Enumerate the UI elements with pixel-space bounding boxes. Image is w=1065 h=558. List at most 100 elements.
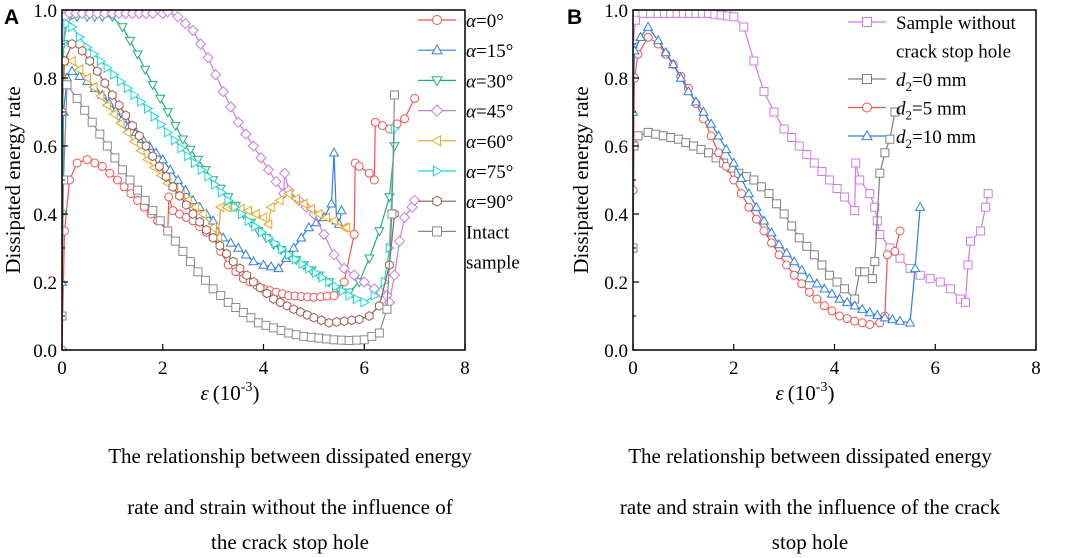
panel-a-data-point [208, 232, 218, 243]
panel-a-data-point [193, 267, 203, 277]
panel-a-data-point [97, 161, 107, 171]
panel-a-y-tick-label: 0.4 [33, 205, 57, 226]
panel-b-data-point [789, 270, 799, 280]
panel-b-data-point [966, 236, 976, 246]
panel-a-data-point [143, 103, 154, 114]
panel-a-data-point [291, 254, 302, 265]
panel-a-data-point [328, 249, 340, 261]
panel-b-data-point [787, 221, 797, 231]
panel-a-data-point [296, 307, 305, 318]
panel-a-data-point [170, 236, 180, 246]
panel-a-data-point [95, 129, 105, 139]
panel-a-data-point [68, 21, 78, 33]
panel-b-data-point [885, 134, 895, 144]
panel-b-data-point [690, 96, 702, 106]
panel-a-x-axis-label: ε (10-3) [201, 380, 260, 405]
panel-b-data-point [887, 313, 898, 324]
panel-b-legend-item: d2=10 mm [848, 127, 976, 151]
panel-a-y-tick-label: 0.6 [33, 137, 57, 158]
panel-a-data-point [262, 164, 275, 176]
panel-a-data-point [298, 258, 308, 270]
panel-a-y-tick-label: 0.2 [33, 273, 57, 294]
panel-a-data-point [162, 108, 174, 118]
panel-b-x-tick-label: 8 [1031, 358, 1041, 379]
panel-b-legend-marker [862, 102, 872, 113]
panel-a-legend-marker [431, 76, 443, 87]
panel-a-data-point [115, 118, 125, 129]
panel-a-data-point [348, 269, 360, 281]
panel-b-data-point [779, 209, 789, 219]
panel-a-data-point [336, 204, 347, 215]
panel-a-data-point [100, 78, 110, 89]
panel-b-data-point [819, 301, 829, 311]
panel-a-data-point [184, 150, 194, 162]
panel-a-data-point [305, 263, 315, 274]
panel-b-data-point [759, 226, 769, 236]
panel-a-data-point [328, 147, 340, 157]
panel-b-data-point [756, 182, 766, 192]
panel-a-data-point [96, 55, 107, 67]
panel-a-data-point [185, 257, 195, 267]
panel-a-data-point [212, 232, 222, 244]
panel-a-data-point [132, 50, 143, 60]
panel-a-data-point [150, 111, 160, 122]
panel-b-data-point [766, 227, 777, 237]
panel-a-data-point [282, 300, 292, 311]
panel-a-data-point [121, 127, 132, 138]
panel-b-x-axis-label: ε (10-3) [776, 380, 835, 405]
panel-a-data-point [161, 171, 171, 182]
panel-b-data-point [729, 12, 739, 22]
panel-b-data-point [673, 134, 683, 144]
panel-a-data-point [374, 328, 384, 338]
panel-b-data-point [729, 175, 739, 185]
panel-a-series-1 [62, 93, 420, 350]
panel-a-data-point [246, 313, 256, 323]
panel-b-legend-marker [862, 74, 872, 84]
panel-a-data-point [352, 335, 362, 345]
panel-a-legend-label: Intact [466, 222, 510, 243]
panel-b-data-point [713, 130, 724, 140]
panel-a-data-point [369, 175, 379, 185]
panel-a-data-point [284, 249, 295, 261]
panel-a-data-point [99, 10, 111, 20]
panel-a-data-point [251, 221, 261, 232]
panel-a-data-point [374, 227, 385, 237]
panel-a-data-point [265, 261, 277, 271]
panel-a-data-point [164, 127, 174, 138]
panel-a-data-point [207, 215, 219, 225]
panel-b-data-point [633, 15, 641, 25]
panel-a-legend-marker [430, 134, 442, 147]
panel-a-data-point [249, 277, 258, 287]
panel-a-legend-item: Intact sample [418, 222, 520, 274]
panel-a-data-point [80, 105, 90, 115]
panel-a-data-point [303, 221, 315, 232]
panel-b-y-tick-label: 0.4 [604, 205, 628, 226]
panel-a-data-point [354, 161, 364, 171]
panel-a-data-point [108, 109, 118, 120]
panel-b-series-1 [633, 10, 993, 307]
panel-a-data-point [313, 208, 323, 220]
panel-a-data-point [168, 181, 178, 192]
panel-a-data-point [265, 201, 275, 213]
panel-b-y-tick-label: 0.6 [604, 137, 628, 158]
panel-b-data-point [963, 260, 973, 270]
panel-a-data-point [62, 39, 70, 49]
panel-a-data-point [339, 277, 349, 287]
panel-a-y-tick-label: 1.0 [33, 1, 57, 22]
panel-a-legend-marker [432, 195, 442, 207]
panel-a-data-point [155, 216, 165, 226]
panel-a-data-point [258, 259, 269, 269]
panel-b-data-point [824, 175, 834, 185]
panel-a-data-point [329, 335, 339, 345]
panel-a-data-point [139, 65, 151, 76]
panel-a-data-point [338, 285, 349, 297]
panel-b-data-point [983, 189, 993, 199]
panel-a-data-point [242, 205, 253, 216]
panel-a-caption-line-1: The relationship between dissipated ener… [108, 444, 472, 468]
panel-a-data-point [360, 297, 370, 308]
panel-a-legend-label: α=15° [466, 41, 513, 62]
panel-a-data-point [328, 215, 338, 227]
panel-a-data-point [124, 36, 136, 47]
panel-a-data-point [278, 167, 291, 179]
panel-a-data-point [377, 121, 387, 131]
